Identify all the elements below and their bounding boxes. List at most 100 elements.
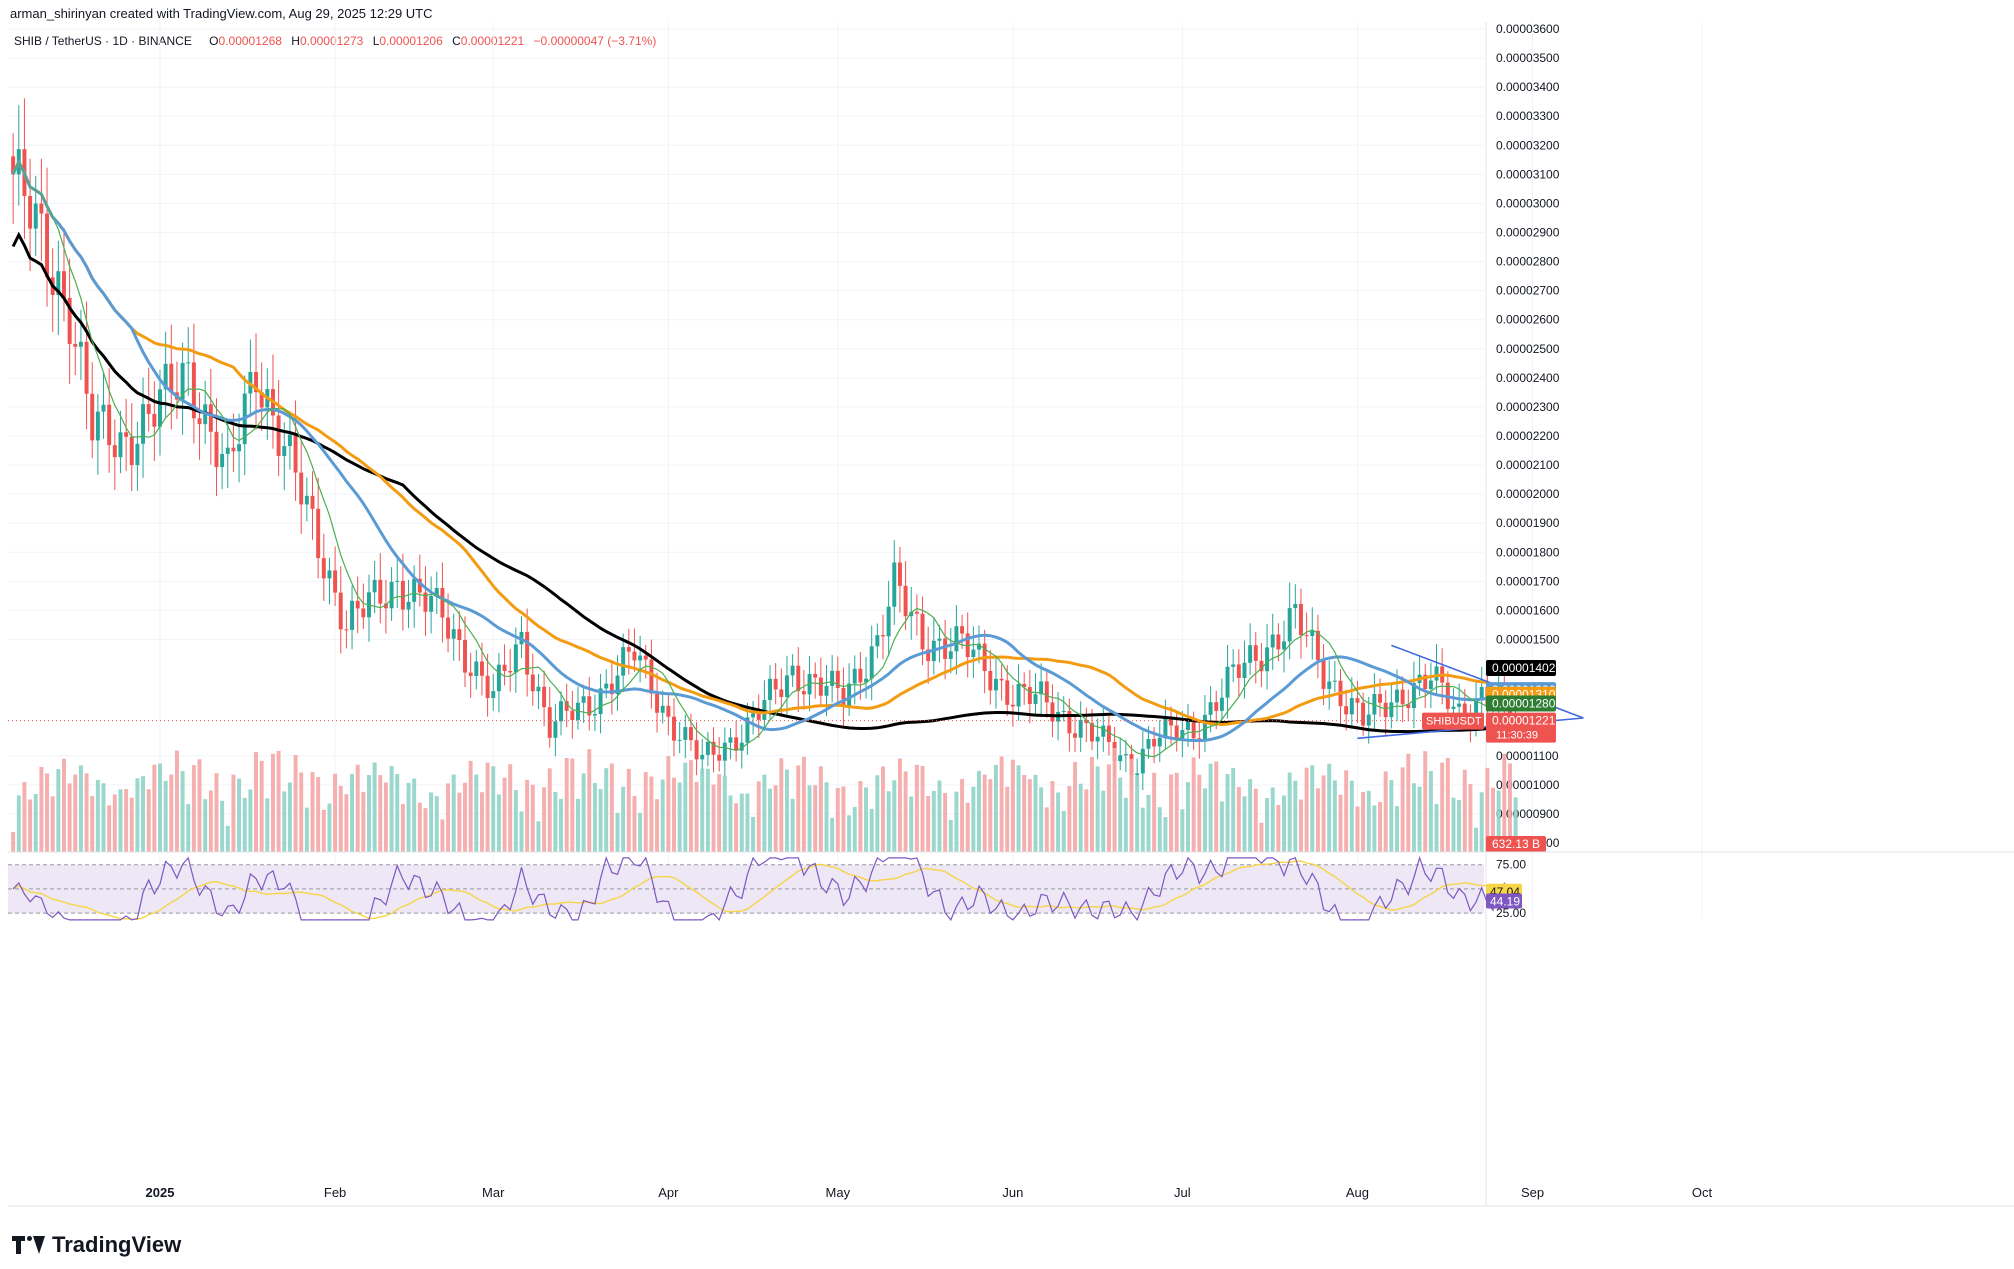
candle-body [536, 686, 541, 692]
volume-bar [960, 778, 965, 852]
candle-body [101, 404, 106, 412]
volume-bar [231, 774, 236, 852]
candle-body [135, 443, 140, 466]
candle-body [107, 404, 112, 446]
volume-bar [655, 799, 660, 852]
volume-bar [604, 768, 609, 852]
volume-bar [112, 794, 117, 852]
volume-bar [1344, 770, 1349, 852]
price-tick-label: 0.00003600 [1496, 22, 1560, 36]
candle-body [570, 710, 575, 720]
candle-body [621, 647, 626, 676]
volume-bar [1496, 790, 1501, 852]
candle-body [847, 683, 852, 707]
price-tick-label: 0.00003300 [1496, 109, 1560, 123]
ohlc-legend: SHIB / TetherUS · 1D · BINANCE O0.000012… [14, 34, 656, 48]
time-axis-label: Mar [482, 1185, 505, 1200]
candle-body [773, 678, 778, 690]
candle-body [960, 626, 965, 634]
candle-body [649, 659, 654, 694]
candle-body [559, 701, 564, 722]
price-tick-label: 0.00003500 [1496, 51, 1560, 65]
volume-bar [1157, 807, 1162, 852]
volume-badge [1486, 836, 1546, 852]
candle-body [864, 678, 869, 683]
volume-bar [429, 792, 434, 852]
volume-bar [1276, 805, 1281, 852]
volume-bar [1485, 767, 1490, 852]
volume-bar [1355, 806, 1360, 852]
volume-bar [338, 785, 343, 852]
volume-bar [1214, 761, 1219, 852]
volume-bar [1479, 792, 1484, 852]
candle-body [762, 699, 767, 720]
volume-bar [598, 789, 603, 852]
volume-bar [434, 796, 439, 852]
candle-body [1383, 702, 1388, 718]
volume-bar [1197, 774, 1202, 852]
volume-bar [33, 794, 38, 852]
candle-body [824, 686, 829, 696]
candle-body [344, 629, 349, 631]
candle-body [835, 670, 840, 688]
volume-bar [1180, 809, 1185, 852]
symbol-label[interactable]: SHIB / TetherUS · 1D · BINANCE [14, 34, 192, 48]
volume-bar [632, 795, 637, 852]
volume-bar [830, 817, 835, 852]
tradingview-logo[interactable]: TradingView [12, 1232, 181, 1258]
candle-body [1366, 714, 1371, 726]
volume-bar [824, 782, 829, 852]
candle-body [1434, 666, 1439, 681]
candle-body [191, 362, 196, 419]
volume-bar [174, 750, 179, 852]
volume-bar [553, 792, 558, 852]
volume-bar [801, 756, 806, 852]
volume-bar [265, 798, 270, 852]
volume-bar [1491, 787, 1495, 852]
volume-bar [50, 796, 55, 852]
candle-body [1140, 748, 1145, 774]
volume-bar [841, 786, 846, 852]
candle-body [937, 638, 942, 641]
candle-body [90, 393, 95, 441]
candle-body [95, 411, 100, 441]
volume-bar [67, 783, 72, 852]
candle-body [1428, 680, 1433, 690]
volume-bar [1208, 763, 1213, 852]
price-tick-label: 0.00002000 [1496, 487, 1560, 501]
candle-body [1242, 662, 1247, 679]
volume-bar [1315, 788, 1320, 852]
candle-body [1248, 645, 1253, 663]
volume-bar [344, 794, 349, 852]
volume-bar [1321, 775, 1326, 852]
rsi-line [12, 855, 1516, 922]
price-tick-label: 0.00001100 [1496, 749, 1559, 763]
candle-body [700, 754, 705, 760]
volume-bar [1174, 772, 1179, 852]
candle-body [1282, 641, 1286, 650]
candle-body [180, 362, 185, 400]
candle-body [372, 579, 377, 593]
candle-body [434, 587, 439, 596]
volume-bar [796, 765, 801, 852]
volume-bar [367, 775, 371, 852]
volume-bar [16, 795, 21, 852]
candle-body [56, 271, 61, 295]
volume-bar [722, 775, 727, 852]
volume-bar [1242, 796, 1247, 852]
volume-bar [1293, 780, 1298, 852]
candle-body [841, 687, 846, 707]
volume-badge-text: 632.13 B [1492, 837, 1540, 851]
candle-body [1219, 697, 1224, 711]
candle-body [1287, 608, 1292, 642]
price-tick-label: 0.00003000 [1496, 196, 1560, 210]
candle-body [73, 343, 78, 347]
volume-bar [559, 798, 564, 852]
volume-bar [400, 804, 405, 852]
volume-bar [1044, 807, 1049, 852]
candle-body [1225, 666, 1230, 698]
candle-body [1152, 738, 1157, 747]
volume-bar [1152, 772, 1157, 852]
candle-body [954, 626, 959, 652]
